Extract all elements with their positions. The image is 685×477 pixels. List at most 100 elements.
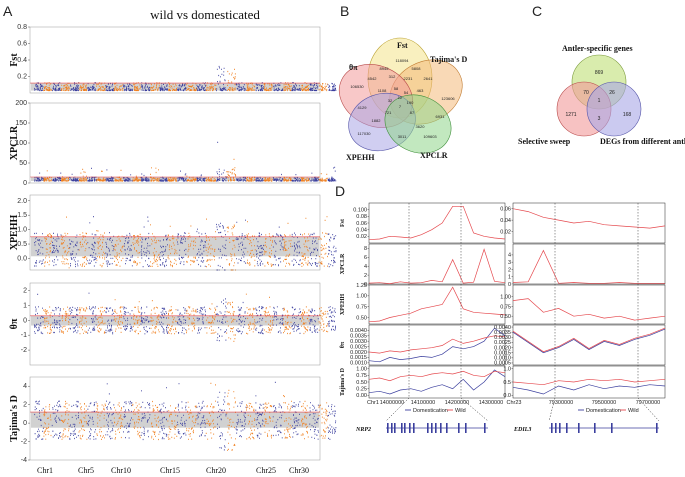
legend-wild: Wild: [628, 408, 639, 414]
exon-mark: [559, 423, 561, 433]
line-chart-frame: [368, 243, 506, 285]
venn-count: 3: [598, 116, 601, 122]
series-line: [368, 248, 506, 284]
line-chart-ylabel: XPCLR: [340, 253, 346, 274]
venn-count: 5808: [412, 66, 422, 71]
y-tick-label: 0.5: [17, 241, 27, 248]
y-tick-label: 0.75: [356, 373, 367, 379]
chromosome-points: [216, 141, 227, 182]
chromosome-points: [327, 404, 337, 440]
chromosome-points: [263, 402, 274, 439]
y-tick-label: 0.0015: [350, 355, 367, 361]
chromosome-points: [272, 381, 284, 439]
y-tick-label: 0.25: [356, 386, 367, 392]
panel-d-legend-right: Domestication Wild: [578, 408, 639, 414]
chromosome-points: [123, 232, 133, 267]
chromosome-points: [167, 177, 177, 182]
x-tick-label: 14200000: [445, 400, 469, 406]
exon-mark: [551, 423, 553, 433]
x-tick-label: 14000000: [380, 400, 404, 406]
chromosome-points: [34, 82, 44, 92]
chromosome-labels: Chr1 Chr5 Chr10 Chr15 Chr20 Chr25 Chr30: [37, 466, 309, 475]
chromosome-points: [123, 174, 133, 182]
exon-mark: [594, 423, 596, 433]
chromosome-points: [123, 400, 133, 439]
venn-count: 1108: [378, 88, 387, 93]
venn-label-fst: Fst: [397, 41, 408, 50]
series-line: [512, 378, 666, 386]
chromosome-points: [61, 400, 70, 440]
track-points: [30, 292, 336, 342]
line-chart-ylabel: Fst: [340, 219, 346, 227]
y-tick-label: 1.25: [356, 283, 367, 289]
y-tick-label: 0.50: [356, 315, 367, 321]
chromosome-points: [43, 170, 52, 182]
series-line: [368, 205, 506, 241]
y-tick-label: 1.5: [17, 212, 27, 219]
chromosome-points: [78, 82, 87, 92]
y-tick-label: 3: [508, 260, 511, 266]
chromosome-points: [69, 306, 79, 334]
y-tick-label: 0.0: [17, 255, 27, 262]
track-points: [30, 65, 337, 92]
y-tick-label: 0.2: [17, 74, 27, 81]
y-tick-label: 0.4: [17, 57, 27, 64]
y-tick-label: -2: [21, 347, 27, 354]
chromosome-points: [150, 224, 160, 267]
chromosome-points: [177, 383, 187, 439]
y-tick-label: -4: [21, 457, 27, 464]
y-tick-label: 150: [15, 120, 27, 127]
y-tick-label: 0.02: [500, 229, 511, 235]
y-tick-label: 0.50: [500, 314, 511, 320]
chromosome-points: [132, 233, 141, 266]
chromosome-points: [105, 307, 115, 335]
chromosome-points: [105, 82, 114, 92]
exon-mark: [409, 423, 411, 433]
y-tick-label: 0.100: [353, 207, 367, 213]
chr-label: Chr25: [256, 466, 276, 475]
y-tick-label: 0.04: [356, 227, 367, 233]
manhattan-axes: Fst0.20.40.60.8XPCLR050100150200XPEHH0.0…: [9, 24, 321, 464]
chromosome-points: [113, 235, 124, 267]
chromosome-points: [150, 167, 160, 182]
chromosome-points: [140, 216, 151, 268]
x-tick-label: Chr23: [507, 400, 522, 406]
y-tick-label: 0.06: [356, 221, 367, 227]
venn-count: 26: [609, 90, 615, 96]
venn-count: 1: [598, 98, 601, 104]
chromosome-points: [245, 293, 256, 335]
line-chart-frame: [512, 324, 666, 366]
chromosome-points: [263, 83, 273, 92]
exon-mark: [387, 423, 389, 433]
chromosome-points: [327, 166, 337, 182]
y-tick-label: 0.75: [356, 304, 367, 310]
chromosome-points: [217, 391, 227, 451]
gene-structure-edil3: [548, 397, 660, 433]
chromosome-points: [318, 402, 328, 439]
exon-mark: [401, 423, 403, 433]
chromosome-points: [96, 230, 106, 268]
y-tick-label: 1.00: [356, 294, 367, 300]
chromosome-points: [96, 403, 106, 440]
series-line: [512, 328, 666, 354]
exon-mark: [458, 423, 460, 433]
line-chart-frame: [512, 243, 666, 285]
chromosome-points: [105, 169, 114, 182]
chromosome-points: [235, 82, 247, 92]
y-tick-label: 2: [508, 267, 511, 273]
venn-count: 58: [394, 86, 399, 91]
line-chart-frame: [368, 284, 506, 325]
y-tick-label: 2: [23, 287, 27, 294]
venn-count: 4129: [358, 105, 368, 110]
chr-label: Chr1: [37, 466, 53, 475]
exon-mark: [555, 423, 557, 433]
exon-mark: [440, 423, 442, 433]
y-tick-label: 0.5: [503, 380, 511, 386]
chromosome-points: [167, 306, 178, 335]
chromosome-points: [123, 306, 133, 332]
y-tick-label: 0.0: [503, 393, 511, 399]
chromosome-points: [133, 82, 141, 92]
manhattan-plots: [30, 65, 337, 451]
venn-c-counts: 869 1271 168 70 26 1 3: [565, 70, 631, 122]
venn-count: 3620: [416, 124, 426, 129]
